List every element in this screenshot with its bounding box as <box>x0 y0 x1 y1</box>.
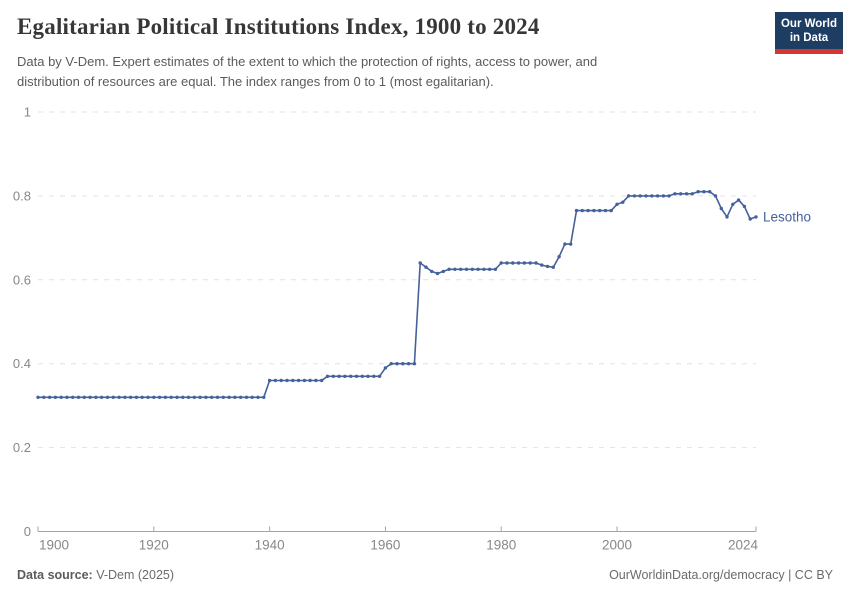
series-line-lesotho[interactable] <box>38 190 757 399</box>
series-points[interactable] <box>36 190 758 399</box>
y-tick-label: 0.8 <box>13 188 31 203</box>
y-tick-label: 0 <box>24 524 31 539</box>
owid-logo-red-bar <box>775 49 843 54</box>
subtitle-line-2: distribution of resources are equal. The… <box>17 74 494 89</box>
y-tick-label: 0.6 <box>13 272 31 287</box>
x-tick-label: 2000 <box>602 538 632 553</box>
owid-logo: Our World in Data <box>775 12 843 54</box>
x-axis: 1900 1920 1940 1960 1980 2000 2024 <box>37 526 759 553</box>
y-tick-label: 0.4 <box>13 356 31 371</box>
chart-footer: Data source: V-Dem (2025) OurWorldinData… <box>17 568 833 582</box>
x-tick-label: 1900 <box>39 538 69 553</box>
x-tick-label: 1920 <box>139 538 169 553</box>
x-tick-label: 1940 <box>255 538 285 553</box>
x-tick-label: 1980 <box>486 538 516 553</box>
page-title: Egalitarian Political Institutions Index… <box>17 14 540 39</box>
y-tick-label: 0.2 <box>13 440 31 455</box>
x-tick-label: 2024 <box>728 538 759 553</box>
y-axis: 0 0.2 0.4 0.6 0.8 1 <box>13 105 756 539</box>
y-tick-label: 1 <box>24 105 31 120</box>
data-source: Data source: V-Dem (2025) <box>17 568 175 582</box>
x-tick-label: 1960 <box>370 538 400 553</box>
credit-link[interactable]: OurWorldinData.org/democracy | CC BY <box>609 568 833 582</box>
owid-logo-text: Our World in Data <box>775 12 843 49</box>
subtitle-line-1: Data by V-Dem. Expert estimates of the e… <box>17 54 598 69</box>
chart-subtitle: Data by V-Dem. Expert estimates of the e… <box>17 52 597 92</box>
series-end-label[interactable]: Lesotho <box>763 209 811 224</box>
